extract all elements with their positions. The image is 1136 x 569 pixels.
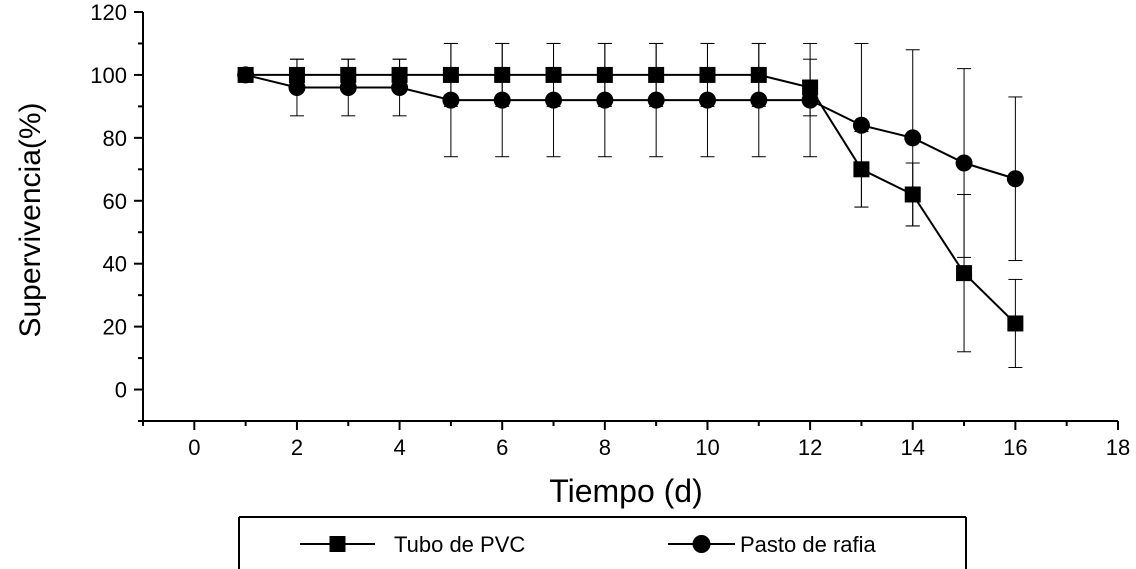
legend: Tubo de PVC Pasto de rafia — [238, 516, 967, 569]
data-point-square — [494, 66, 511, 83]
data-point-circle — [852, 116, 870, 134]
data-point-circle — [904, 129, 922, 147]
y-tick-label: 60 — [103, 189, 127, 214]
x-tick-label: 10 — [695, 435, 719, 460]
data-point-circle — [288, 79, 306, 97]
y-tick-label: 20 — [103, 315, 127, 340]
x-axis-title: Tiempo (d) — [549, 473, 703, 509]
data-point-square — [802, 79, 819, 96]
data-point-circle — [698, 91, 716, 109]
series-markers — [237, 66, 1024, 332]
x-tick-label: 18 — [1106, 435, 1130, 460]
x-tick-label: 12 — [798, 435, 822, 460]
series-line — [245, 73, 1017, 325]
data-point-circle — [391, 79, 409, 97]
data-point-circle — [596, 91, 614, 109]
x-tick-label: 14 — [900, 435, 924, 460]
data-point-square — [1007, 315, 1024, 332]
x-tick-label: 6 — [496, 435, 508, 460]
y-tick-label: 40 — [103, 252, 127, 277]
series-line — [245, 73, 1016, 180]
data-point-circle — [545, 91, 563, 109]
y-tick-label: 80 — [103, 126, 127, 151]
y-tick-label: 120 — [90, 0, 127, 25]
y-tick-label: 100 — [90, 63, 127, 88]
x-tick-label: 4 — [393, 435, 405, 460]
data-point-circle — [801, 91, 819, 109]
data-point-square — [288, 66, 305, 83]
data-point-circle — [339, 79, 357, 97]
x-tick-label: 0 — [188, 435, 200, 460]
x-tick-label: 16 — [1003, 435, 1027, 460]
data-point-circle — [647, 91, 665, 109]
data-point-circle — [1006, 170, 1024, 188]
data-point-square — [391, 66, 408, 83]
axes — [134, 11, 1119, 430]
data-point-circle — [493, 91, 511, 109]
data-point-circle — [442, 91, 460, 109]
y-axis-title: Supervivencia(%) — [14, 102, 47, 337]
data-point-square — [956, 265, 973, 282]
legend-marker-circle — [692, 535, 711, 553]
data-point-square — [904, 186, 921, 203]
x-tick-label: 8 — [599, 435, 611, 460]
data-point-square — [442, 66, 459, 83]
data-point-square — [596, 66, 613, 83]
data-point-square — [545, 66, 562, 83]
data-point-square — [750, 66, 767, 83]
legend-marker-square — [329, 536, 346, 552]
data-point-circle — [750, 91, 768, 109]
series-lines — [245, 73, 1017, 325]
data-point-square — [340, 66, 357, 83]
legend-label: Pasto de rafia — [740, 532, 877, 557]
tick-labels: 0 2 4 6 8 10 12 14 16 18 0 20 40 60 80 100 120 — [90, 0, 1130, 460]
data-point-square — [699, 66, 716, 83]
legend-label: Tubo de PVC — [394, 532, 525, 557]
x-tick-label: 2 — [291, 435, 303, 460]
y-tick-label: 0 — [115, 378, 127, 403]
data-point-circle — [955, 154, 973, 172]
data-point-circle — [237, 66, 255, 84]
data-point-square — [648, 66, 665, 83]
data-point-square — [853, 161, 870, 178]
